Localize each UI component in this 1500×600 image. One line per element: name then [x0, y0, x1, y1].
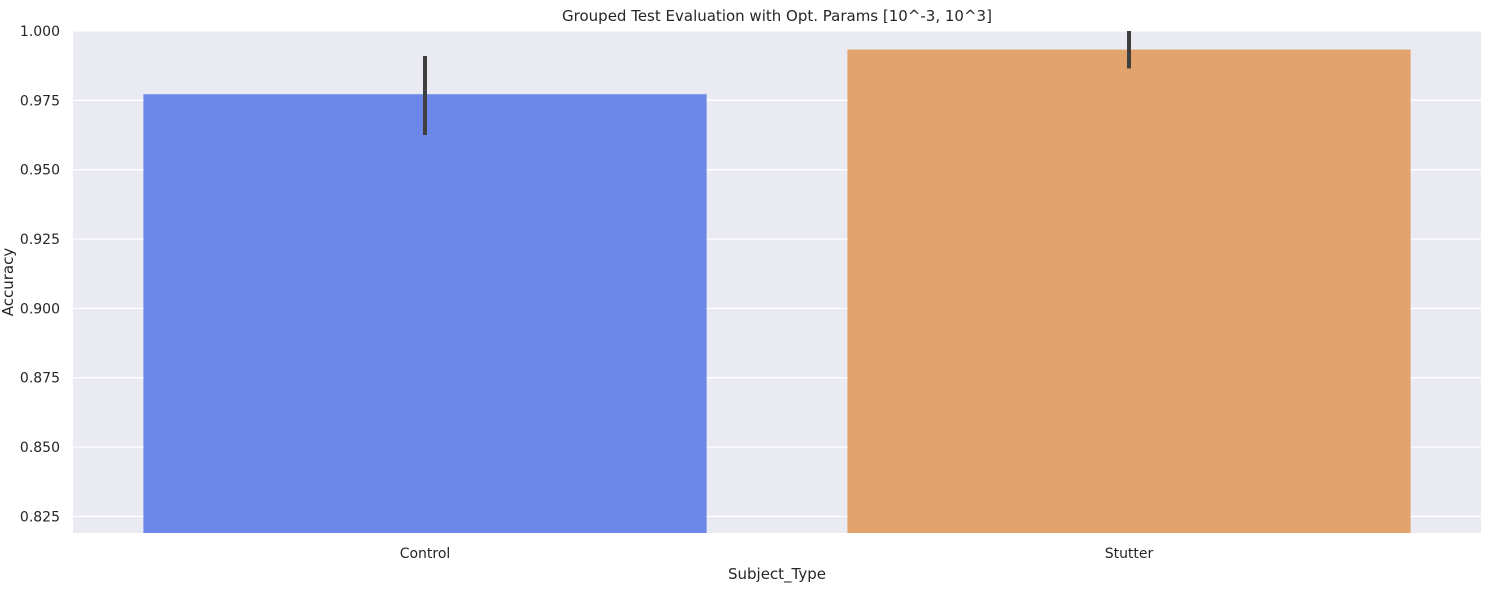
- x-axis-label: Subject_Type: [728, 565, 826, 584]
- bar-stutter: [847, 49, 1411, 533]
- error-bars: [423, 31, 1131, 136]
- y-tick-label: 0.875: [20, 371, 60, 387]
- y-tick-label: 0.825: [20, 509, 60, 525]
- chart-title: Grouped Test Evaluation with Opt. Params…: [562, 7, 992, 25]
- y-axis-label: Accuracy: [0, 248, 17, 317]
- y-tick-label: 0.850: [20, 440, 60, 456]
- y-tick-label: 0.925: [20, 232, 60, 248]
- x-tick-label: Control: [400, 546, 451, 562]
- x-tick-label: Stutter: [1105, 546, 1154, 562]
- y-tick-label: 0.950: [20, 163, 60, 179]
- y-tick-label: 1.000: [20, 24, 60, 40]
- bar-control: [143, 94, 707, 534]
- x-tick-labels: Control Stutter: [400, 546, 1154, 562]
- y-tick-label: 0.975: [20, 93, 60, 109]
- y-tick-label: 0.900: [20, 301, 60, 317]
- bars: [143, 49, 1411, 534]
- y-tick-labels: 0.825 0.850 0.875 0.900 0.925 0.950 0.975 1.000: [20, 24, 60, 525]
